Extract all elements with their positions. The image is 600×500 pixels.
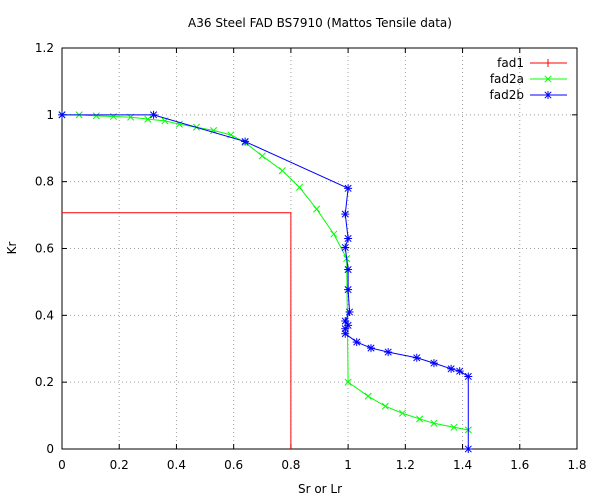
plot-frame: [61, 47, 578, 450]
data-point: [381, 402, 389, 410]
series-fad1: [62, 212, 292, 449]
data-point: [210, 126, 218, 135]
data-point: [58, 111, 66, 119]
x-tick-label: 0.6: [224, 458, 243, 472]
data-point: [430, 359, 438, 367]
data-point: [544, 75, 552, 83]
y-axis-label: Kr: [5, 242, 19, 255]
axis-ticks: 0 0.2 0.4 0.6 0.8 1 1.2 1.4 1.6 1.8 0 0.2 0.4 0.6 0.8 1…: [35, 41, 587, 472]
y-tick-label: 1: [46, 108, 54, 122]
legend-label: fad2b: [490, 88, 524, 102]
data-point: [464, 445, 472, 453]
data-point: [344, 184, 352, 192]
data-point: [367, 344, 375, 352]
data-point: [144, 115, 152, 123]
data-point: [353, 338, 361, 346]
data-point: [464, 372, 472, 381]
x-tick-label: 1.2: [396, 458, 415, 472]
data-point: [313, 205, 321, 213]
data-point: [341, 325, 349, 333]
data-point: [398, 409, 407, 417]
data-point: [341, 210, 349, 218]
y-tick-label: 0: [46, 442, 54, 456]
x-tick-label: 1.4: [453, 458, 472, 472]
y-tick-label: 0.8: [35, 175, 54, 189]
data-point: [544, 91, 552, 99]
x-axis-label: Sr or Lr: [298, 482, 342, 496]
data-point: [450, 423, 458, 431]
y-tick-label: 0.4: [35, 308, 54, 322]
data-point: [364, 392, 372, 400]
x-tick-label: 1.8: [567, 458, 586, 472]
legend-entry: fad2b: [490, 88, 567, 102]
data-point: [330, 230, 338, 238]
y-tick-label: 0.2: [35, 375, 54, 389]
series-line: [62, 114, 469, 431]
data-point: [416, 415, 424, 423]
data-point: [344, 286, 352, 294]
data-point: [295, 183, 304, 191]
legend-label: fad2a: [490, 72, 524, 86]
x-tick-label: 0.8: [281, 458, 300, 472]
series-fad2a: [58, 111, 472, 434]
chart-title: A36 Steel FAD BS7910 (Mattos Tensile dat…: [188, 16, 452, 30]
data-point: [344, 378, 352, 386]
x-tick-label: 0.2: [110, 458, 129, 472]
legend-entry: fad2a: [490, 72, 567, 86]
data-point: [175, 120, 183, 128]
x-tick-label: 1.6: [510, 458, 529, 472]
data-point: [345, 308, 354, 316]
data-point: [344, 234, 352, 243]
data-point: [241, 138, 249, 146]
series-line: [62, 212, 292, 449]
series-line: [62, 114, 469, 449]
legend-entry: fad1: [497, 56, 567, 70]
data-point: [258, 152, 266, 160]
grid-lines: [62, 48, 577, 449]
data-point: [456, 367, 464, 375]
data-point: [92, 112, 100, 120]
data-point: [278, 167, 286, 175]
data-point: [344, 265, 352, 274]
data-point: [150, 111, 158, 119]
series-fad2b: [58, 110, 473, 453]
data-point: [341, 243, 349, 252]
x-tick-label: 0.4: [167, 458, 186, 472]
data-point: [384, 348, 392, 356]
data-point: [447, 365, 455, 373]
data-point: [430, 419, 438, 427]
data-point: [413, 354, 421, 362]
x-tick-label: 0: [58, 458, 66, 472]
y-tick-label: 1.2: [35, 41, 54, 55]
legend-label: fad1: [497, 56, 524, 70]
x-tick-label: 1: [344, 458, 352, 472]
data-point: [341, 317, 349, 325]
data-point: [341, 330, 349, 338]
series-lines: [58, 110, 473, 453]
y-tick-label: 0.6: [35, 242, 54, 256]
legend: fad1 fad2a fad2b: [490, 56, 567, 102]
